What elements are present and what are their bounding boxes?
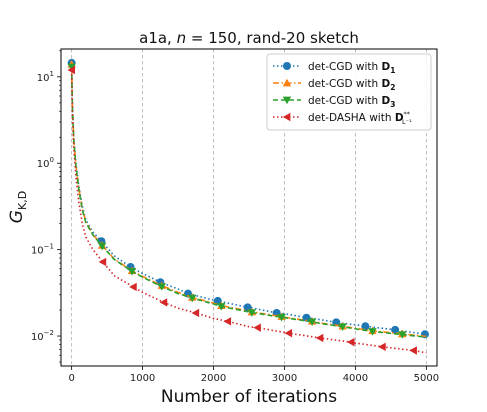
legend-marker xyxy=(283,62,291,70)
series-3-marker xyxy=(127,268,137,276)
series-3-line xyxy=(70,66,427,338)
legend-box xyxy=(266,53,432,131)
legend-item-2: det-CGD with D2 xyxy=(273,78,395,92)
legend-marker xyxy=(282,96,292,105)
y-tick-label: 100 xyxy=(37,156,54,170)
series-3-marker xyxy=(398,331,407,339)
series-3-marker xyxy=(338,323,347,331)
x-tick-label: 5000 xyxy=(414,373,439,384)
series-1-marker xyxy=(391,325,400,334)
plot-frame xyxy=(60,48,438,367)
legend-marker xyxy=(282,78,292,87)
grid xyxy=(71,49,427,366)
series-4-marker xyxy=(409,346,417,355)
legend-label: det-CGD with D3 xyxy=(308,95,395,109)
series-4 xyxy=(67,65,427,355)
chart-title: a1a, n = 150, rand-20 sketch xyxy=(139,29,359,47)
series-4-marker xyxy=(378,342,386,352)
legend-item-4: det-DASHA with D** L⁻¹ xyxy=(273,110,412,126)
y-axis-label: GK,D xyxy=(7,191,29,223)
series-3-marker xyxy=(368,328,377,336)
legend-label: det-DASHA with D** L⁻¹ xyxy=(308,110,412,126)
series-3-marker xyxy=(67,63,76,72)
series-3-marker xyxy=(277,313,286,322)
legend-item-3: det-CGD with D3 xyxy=(273,95,395,109)
x-tick-label: 3000 xyxy=(272,373,297,384)
series-4-marker xyxy=(159,298,168,307)
x-tick-label: 1000 xyxy=(130,373,155,384)
series-4-marker xyxy=(67,65,76,75)
legend-item-1: det-CGD with D1 xyxy=(273,61,395,75)
y-tick-label: 10−1 xyxy=(31,243,54,257)
series-4-marker xyxy=(223,317,232,326)
y-tick-label: 10−2 xyxy=(31,329,54,343)
series-4-marker xyxy=(346,337,355,347)
series-1-marker xyxy=(302,313,311,322)
series-1-marker xyxy=(213,296,222,305)
series-3-marker xyxy=(307,318,317,327)
series-3-marker xyxy=(157,283,166,291)
x-tick-label: 2000 xyxy=(201,373,226,384)
series-4-marker xyxy=(98,257,107,267)
legend-label: det-CGD with D2 xyxy=(308,78,395,92)
legend-marker xyxy=(282,112,291,122)
series-layer xyxy=(67,58,429,355)
series-3-marker xyxy=(188,294,197,303)
x-axis-label: Number of iterations xyxy=(161,387,337,407)
series-3-marker xyxy=(97,242,107,251)
legend: det-CGD with D1 det-CGD with D2 det-CGD wi… xyxy=(266,53,432,131)
series-3-marker xyxy=(247,309,257,317)
series-4-marker xyxy=(253,323,261,332)
series-4-marker xyxy=(129,282,137,292)
series-4-marker xyxy=(315,333,324,343)
x-tick-label: 4000 xyxy=(343,373,368,384)
series-4-marker xyxy=(191,308,200,318)
axes: 0 1000 2000 3000 4000 5000 10−2 10−1 100 101 xyxy=(31,50,439,384)
series-4-marker xyxy=(284,328,293,338)
series-3 xyxy=(67,63,427,339)
y-tick-label: 101 xyxy=(37,70,54,84)
series-4-line xyxy=(70,69,427,354)
x-tick-label: 0 xyxy=(68,373,74,384)
legend-label: det-CGD with D1 xyxy=(308,61,395,75)
series-3-marker xyxy=(217,303,226,311)
series-1-marker xyxy=(361,322,370,331)
